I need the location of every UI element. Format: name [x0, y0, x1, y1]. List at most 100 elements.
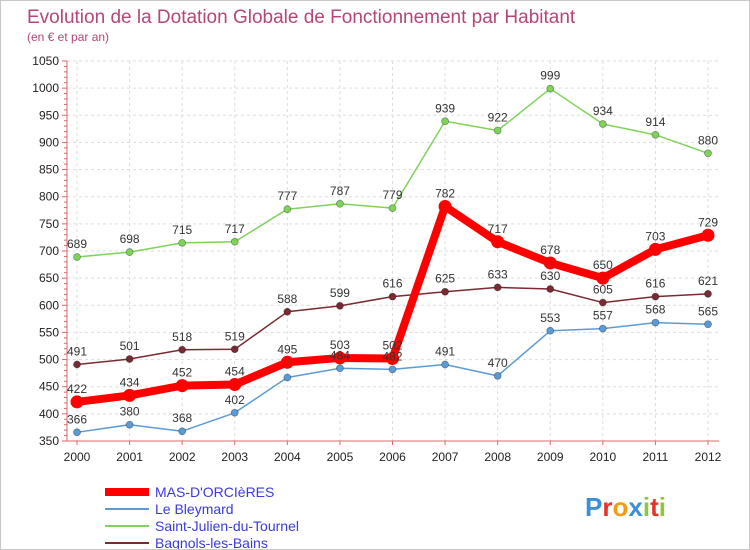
data-point — [648, 242, 662, 256]
data-label: 678 — [540, 243, 560, 257]
data-label: 484 — [330, 348, 350, 362]
data-label: 605 — [593, 283, 613, 297]
data-point — [125, 420, 134, 429]
data-point — [125, 248, 134, 256]
data-label: 621 — [698, 274, 718, 288]
y-tick-label: 400 — [39, 407, 59, 421]
y-tick-label: 600 — [39, 298, 59, 312]
data-label: 557 — [593, 309, 613, 323]
data-point — [438, 199, 452, 213]
data-point — [441, 287, 449, 296]
y-tick-label: 850 — [39, 163, 59, 177]
logo-letter: i — [643, 492, 650, 522]
data-label: 703 — [645, 229, 665, 243]
data-point — [388, 365, 397, 374]
data-label: 491 — [435, 344, 455, 358]
data-point — [228, 378, 242, 392]
x-tick-label: 2008 — [484, 450, 511, 464]
data-point — [230, 408, 239, 417]
data-label: 553 — [540, 311, 560, 325]
data-label: 588 — [277, 292, 297, 306]
data-point — [651, 292, 660, 301]
data-point — [230, 237, 239, 246]
data-labels: 422 434 452 454 495 503 502 782 717 678 650 703 729 3… — [67, 69, 718, 427]
data-label: 482 — [382, 349, 402, 363]
chart-subtitle: (en € et par an) — [27, 30, 109, 44]
data-point — [125, 355, 134, 363]
data-point — [333, 351, 347, 365]
data-point — [178, 427, 187, 436]
data-label: 518 — [172, 330, 192, 344]
data-point — [175, 379, 189, 393]
data-label: 502 — [382, 338, 402, 352]
legend-entry: Saint-Julien-du-Tournel — [155, 518, 299, 534]
data-point — [123, 388, 137, 402]
data-label: 616 — [382, 277, 402, 291]
data-point — [546, 84, 555, 93]
data-point — [388, 292, 397, 301]
data-point — [651, 318, 660, 327]
logo-letter: t — [650, 492, 659, 522]
data-point — [336, 301, 344, 310]
data-point — [546, 326, 555, 335]
data-label: 777 — [277, 189, 297, 203]
series-group — [70, 84, 715, 437]
data-point — [596, 271, 610, 285]
data-label: 787 — [330, 184, 350, 198]
logo-letter: o — [612, 492, 628, 522]
data-label: 715 — [172, 223, 192, 237]
data-point — [336, 199, 344, 208]
data-point — [280, 355, 294, 369]
y-tick-label: 800 — [39, 190, 59, 204]
y-tick-label: 500 — [39, 353, 59, 367]
data-label: 650 — [593, 258, 613, 272]
y-tick-label: 1000 — [32, 81, 59, 95]
data-label: 491 — [67, 344, 87, 358]
legend-entry: Le Bleymard — [155, 501, 234, 517]
y-tick-label: 550 — [39, 325, 59, 339]
x-tick-label: 2007 — [432, 450, 459, 464]
data-label: 779 — [382, 188, 402, 202]
data-label: 630 — [540, 269, 560, 283]
data-point — [178, 238, 187, 247]
data-label: 501 — [120, 339, 140, 353]
data-label: 519 — [225, 329, 245, 343]
y-tick-label: 650 — [39, 271, 59, 285]
data-point — [546, 285, 555, 293]
y-tick-label: 450 — [39, 380, 59, 394]
data-label: 717 — [488, 222, 508, 236]
data-label: 495 — [277, 342, 297, 356]
y-tick-label: 900 — [39, 135, 59, 149]
data-label: 470 — [488, 356, 508, 370]
data-point — [701, 228, 715, 242]
data-label: 366 — [67, 412, 87, 426]
data-point — [598, 324, 607, 333]
data-label: 717 — [225, 222, 245, 236]
x-tick-label: 2010 — [589, 450, 616, 464]
x-tick-label: 2009 — [537, 450, 564, 464]
data-point — [493, 283, 502, 292]
data-label: 422 — [67, 382, 87, 396]
data-point — [704, 320, 712, 329]
data-point — [388, 204, 397, 213]
data-label: 934 — [593, 104, 613, 118]
data-point — [73, 360, 81, 369]
data-point — [441, 360, 449, 369]
data-label: 565 — [698, 304, 718, 318]
data-point — [651, 130, 660, 139]
x-tick-label: 2005 — [327, 450, 354, 464]
data-point — [386, 351, 399, 365]
data-point — [283, 205, 292, 214]
y-tick-label: 750 — [39, 217, 59, 231]
x-tick-label: 2003 — [221, 450, 248, 464]
data-label: 939 — [435, 101, 455, 115]
y-tick-label: 350 — [39, 434, 59, 448]
legend-entry: MAS-D'ORCIèRES — [155, 484, 274, 500]
chart-title: Evolution de la Dotation Globale de Fonc… — [27, 7, 576, 28]
logo-text: Proxiti — [585, 492, 666, 522]
x-tick-label: 2011 — [643, 450, 669, 464]
logo-letter: r — [602, 492, 612, 522]
data-point — [493, 371, 502, 380]
